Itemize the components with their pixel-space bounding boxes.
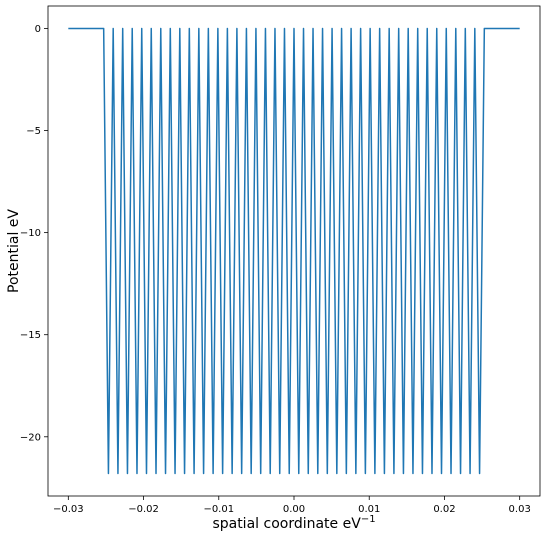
y-tick-label: −5 [26, 126, 41, 137]
y-axis-label: Potential eV [6, 209, 22, 293]
x-axis-ticks: −0.03 −0.02 −0.01 0.00 0.01 0.02 0.03 [53, 496, 531, 515]
x-tick-label: −0.01 [203, 504, 234, 515]
x-tick-label: 0.00 [283, 504, 305, 515]
y-axis-ticks: 0 −5 −10 −15 −20 [20, 24, 48, 443]
plot-area [47, 5, 541, 497]
y-tick-label: 0 [35, 24, 41, 35]
y-tick-label: −15 [20, 330, 41, 341]
x-tick-label: −0.03 [53, 504, 84, 515]
x-tick-label: 0.02 [433, 504, 455, 515]
x-tick-label: −0.02 [128, 504, 159, 515]
x-tick-label: 0.01 [358, 504, 380, 515]
y-tick-label: −10 [20, 228, 41, 239]
series-line [68, 27, 520, 475]
x-tick-label: 0.03 [509, 504, 531, 515]
y-tick-label: −20 [20, 432, 41, 443]
x-axis-label: spatial coordinate eV−1 [212, 514, 375, 532]
